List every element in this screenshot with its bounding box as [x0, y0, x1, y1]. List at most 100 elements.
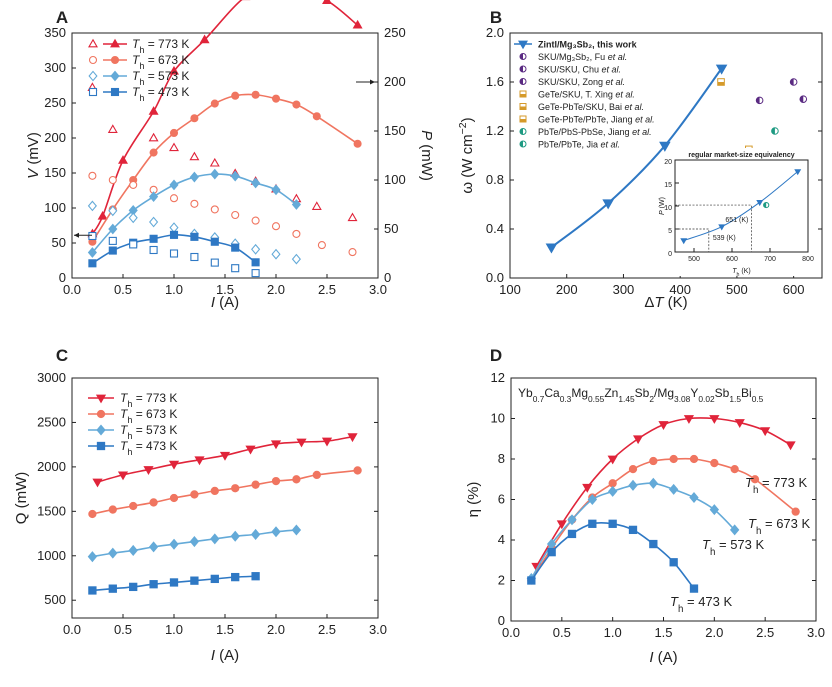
- panel-c-ytick-label: 500: [44, 592, 66, 607]
- panel-d-point: [709, 504, 720, 516]
- panel-b-point: [715, 64, 728, 75]
- panel-b-inset-ytick-label: 5: [668, 228, 672, 235]
- panel-a-xtick-label: 2.5: [318, 282, 336, 297]
- panel-b-legend-marker: [519, 128, 527, 135]
- panel-c-point: [291, 524, 302, 536]
- panel-a-xtick-label: 1.0: [165, 282, 183, 297]
- panel-d-series-3: [527, 519, 699, 593]
- panel-c-xtick-label: 1.5: [216, 622, 234, 637]
- panel-d-point: [791, 507, 800, 516]
- panel-c-frame: [71, 377, 379, 619]
- panel-c-label: C: [56, 346, 68, 365]
- panel-a-ytick-label: 250: [44, 95, 66, 110]
- panel-d-point: [582, 483, 593, 493]
- panel-a-right-arrowhead: [370, 79, 375, 85]
- panel-c-series-0: [92, 433, 358, 488]
- panel-b-inset-xtick-label: 500: [688, 256, 700, 263]
- panel-b-inset-guide-651: [675, 204, 752, 252]
- panel-a-voltage-point: [231, 210, 240, 220]
- panel-d-point: [588, 519, 597, 528]
- panel-a-voltage-point: [149, 216, 159, 228]
- panel-c-legend-label: Th = 673 K: [120, 407, 177, 425]
- panel-c-legend-marker: [96, 441, 106, 451]
- panel-c-point: [88, 586, 97, 595]
- panel-a-power-point: [148, 106, 159, 115]
- panel-a-power-point: [210, 99, 219, 108]
- panel-a-voltage-point: [189, 151, 200, 161]
- panel-c-xlabel: I (A): [211, 647, 239, 664]
- panel-b-inset-annotation-539: 539 (K): [713, 235, 736, 242]
- panel-b-inset-annotation-651: 651 (K): [725, 217, 748, 224]
- panel-a-xtick-label: 1.5: [216, 282, 234, 297]
- panel-d-point: [785, 441, 796, 451]
- panel-b-legend-marker: [519, 53, 527, 60]
- panel-d-point: [710, 458, 719, 468]
- panel-a-ytick-right-label: 0: [384, 270, 391, 285]
- panel-c-series-2: [87, 524, 302, 563]
- panel-d-ytick-label: 12: [491, 370, 505, 385]
- panel-a-voltage-point: [148, 132, 159, 142]
- panel-d-point: [649, 456, 658, 466]
- panel-b-literature-point-fill: [771, 127, 775, 135]
- panel-c-point: [92, 478, 103, 488]
- panel-a-xlabel: I (A): [211, 294, 239, 311]
- panel-b-literature-point: [771, 127, 779, 135]
- panel-b-legend-marker-fill: [520, 128, 523, 135]
- panel-b-legend-label: PbTe/PbTe, Jia et al.: [538, 140, 620, 150]
- panel-b-xtick-label: 600: [783, 282, 805, 297]
- panel-c-point: [143, 466, 154, 475]
- panel-b-legend-label: SKU/SKU, Zong et al.: [538, 77, 625, 87]
- panel-a-ylabel-right: P (mW): [418, 130, 435, 181]
- panel-b-literature-point-fill: [799, 95, 804, 103]
- panel-a-voltage-point: [108, 236, 117, 245]
- panel-d-point: [607, 485, 618, 497]
- panel-d-point: [689, 454, 699, 464]
- panel-c-ytick-label: 1500: [37, 503, 66, 518]
- panel-d-point: [547, 547, 556, 557]
- panel-d-point: [608, 479, 617, 488]
- panel-b-legend-label: GeTe/SKU, T. Xing et al.: [538, 90, 635, 100]
- panel-b-inset-ytick-label: 0: [668, 251, 672, 258]
- panel-c: 0.0 0.5 1.0 1.5 2.0 2.5 3.0 500 1000 1500 2000 2500…: [13, 370, 387, 664]
- panel-b-ytick-label: 2.0: [486, 25, 504, 40]
- panel-b-literature-point-fill: [756, 97, 760, 104]
- panel-c-point: [149, 498, 158, 507]
- panel-c-series-1: [88, 466, 362, 519]
- panel-a-voltage-point: [271, 248, 281, 260]
- panel-a: 0.0 0.5 1.0 1.5 2.0 2.5 3.00501001502002503003…: [25, 0, 435, 311]
- panel-c-point: [251, 572, 260, 581]
- panel-a-legend-open-marker: [88, 55, 98, 65]
- panel-a-voltage-point: [292, 229, 301, 238]
- panel-b-legend-marker: [518, 40, 528, 50]
- panel-c-ytick-label: 2000: [37, 459, 66, 474]
- panel-d-point: [628, 479, 638, 491]
- panel-c-point: [296, 438, 307, 448]
- panel-d-ytick-label: 10: [491, 411, 505, 426]
- panel-d-ytick-label: 0: [498, 613, 505, 628]
- panel-a-power-point: [230, 170, 240, 182]
- panel-a-power-point: [251, 177, 261, 189]
- panel-c-legend-label: Th = 473 K: [120, 439, 177, 457]
- panel-c-point: [190, 490, 199, 499]
- panel-c-point: [245, 445, 256, 455]
- panel-d-annotation: Th = 473 K: [670, 594, 733, 615]
- panel-d-xtick-label: 3.0: [807, 625, 825, 640]
- panel-b-inset-xtick-label: 800: [802, 256, 814, 263]
- panel-b-ytick-label: 1.6: [486, 74, 504, 89]
- panel-d-point: [669, 454, 678, 464]
- panel-b-legend-marker: [519, 78, 527, 85]
- panel-c-point: [190, 576, 199, 585]
- panel-c-point: [169, 538, 179, 550]
- panel-a-voltage-point: [251, 243, 261, 255]
- panel-b-legend-marker: [519, 65, 527, 73]
- panel-c-point: [321, 437, 333, 447]
- panel-c-point: [129, 501, 138, 511]
- panel-a-voltage-point: [271, 222, 281, 231]
- panel-c-point: [148, 541, 159, 553]
- panel-c-point: [108, 584, 117, 593]
- panel-b-legend-label: Zintl/Mg₃Sb₂, this work: [538, 40, 638, 50]
- panel-b-ytick-label: 0.4: [486, 221, 504, 236]
- panel-b-inset-ytick-label: 15: [664, 182, 672, 189]
- panel-c-ytick-label: 1000: [37, 548, 66, 563]
- panel-d-xtick-label: 2.0: [705, 625, 723, 640]
